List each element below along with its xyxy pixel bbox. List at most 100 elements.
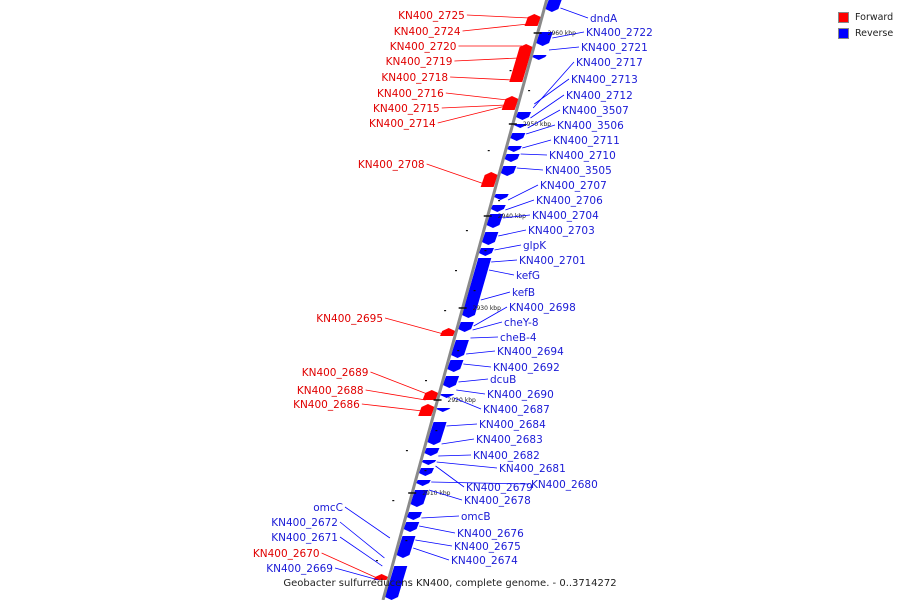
forward-gene-block xyxy=(422,390,439,400)
reverse-gene-block xyxy=(500,166,517,176)
forward-gene-leader xyxy=(321,552,378,579)
reverse-gene-leader xyxy=(438,454,472,457)
forward-gene-leader xyxy=(445,92,508,101)
reverse-gene-label: KN400_2701 xyxy=(519,255,586,267)
reverse-gene-label: KN400_2687 xyxy=(483,404,550,416)
reverse-gene-leader xyxy=(534,78,570,105)
genome-backbone xyxy=(381,0,549,600)
reverse-gene-label: KN400_2681 xyxy=(499,463,566,475)
legend: Forward Reverse xyxy=(838,9,893,41)
forward-gene-leader xyxy=(450,76,513,81)
reverse-gene-leader xyxy=(419,525,456,534)
small-feature-mark xyxy=(375,560,378,562)
reverse-gene-leader xyxy=(560,7,589,19)
reverse-gene-leader xyxy=(458,378,489,383)
reverse-gene-block xyxy=(458,322,474,332)
reverse-gene-block xyxy=(504,154,520,162)
small-feature-mark xyxy=(392,500,395,502)
forward-gene-label: KN400_2715 xyxy=(373,103,440,115)
forward-gene-block xyxy=(480,172,498,187)
reverse-gene-leader xyxy=(453,397,482,410)
scale-ticks: 2960 kbp 2950 kbp 2940 kbp 2930 kbp 2920 kbp… xyxy=(408,30,576,497)
reverse-gene-label: KN400_2694 xyxy=(497,346,564,358)
reverse-gene-leader xyxy=(441,438,475,445)
reverse-gene-left-leader xyxy=(334,567,379,581)
reverse-gene-block xyxy=(513,124,528,128)
reverse-gene-leader xyxy=(428,489,463,501)
reverse-gene-left-leader xyxy=(339,536,383,567)
reverse-gene-label: KN400_2680 xyxy=(531,479,598,491)
reverse-gene-left-leader xyxy=(339,521,385,559)
reverse-gene-label: KN400_2683 xyxy=(476,434,543,446)
gene-features xyxy=(373,0,562,600)
reverse-gene-label: cheB-4 xyxy=(500,332,537,344)
reverse-gene-label: cheY-8 xyxy=(504,317,539,329)
reverse-gene-label: KN400_2692 xyxy=(493,362,560,374)
reverse-gene-label: KN400_3505 xyxy=(545,165,612,177)
reverse-gene-label: kefB xyxy=(512,287,535,299)
forward-gene-label: KN400_2720 xyxy=(390,41,457,53)
reverse-gene-block xyxy=(436,408,451,412)
reverse-gene-block xyxy=(424,448,440,456)
reverse-swatch xyxy=(838,27,849,39)
forward-gene-label: KN400_2708 xyxy=(358,159,425,171)
legend-reverse-label: Reverse xyxy=(855,27,894,39)
reverse-gene-block xyxy=(478,248,495,256)
forward-gene-block xyxy=(418,404,435,416)
forward-gene-label: KN400_2714 xyxy=(369,118,436,130)
reverse-gene-block xyxy=(403,522,420,532)
forward-gene-label: KN400_2718 xyxy=(381,72,448,84)
reverse-gene-block xyxy=(427,422,447,445)
reverse-gene-block xyxy=(447,360,464,372)
reverse-gene-leader xyxy=(480,291,511,301)
small-feature-mark xyxy=(424,470,427,472)
forward-gene-label: KN400_2716 xyxy=(377,88,444,100)
forward-gene-leader xyxy=(361,403,423,412)
reverse-gene-block xyxy=(490,205,506,212)
reverse-gene-block xyxy=(396,536,416,558)
reverse-gene-leader xyxy=(463,363,492,368)
reverse-gene-label: KN400_2674 xyxy=(451,555,518,567)
label-leader-lines xyxy=(321,7,589,581)
small-feature-mark xyxy=(528,90,531,92)
legend-forward: Forward xyxy=(838,9,893,25)
forward-swatch xyxy=(838,11,849,23)
forward-gene-leader xyxy=(441,104,507,109)
forward-gene-leader xyxy=(426,163,485,185)
reverse-gene-label: KN400_2682 xyxy=(473,450,540,462)
reverse-gene-leader xyxy=(431,481,530,485)
scale-tick-label: 2960 kbp xyxy=(548,30,576,37)
reverse-gene-block xyxy=(510,133,526,141)
reverse-gene-leader xyxy=(435,465,465,488)
forward-gene-label: KN400_2719 xyxy=(386,56,453,68)
small-feature-mark xyxy=(509,70,512,72)
reverse-gene-leader xyxy=(488,269,515,276)
reverse-gene-block xyxy=(406,512,423,520)
reverse-gene-block xyxy=(416,480,431,486)
small-feature-mark xyxy=(465,230,468,232)
small-feature-mark xyxy=(455,270,458,272)
scale-tick-label: 2950 kbp xyxy=(523,121,551,128)
reverse-gene-block xyxy=(442,376,460,388)
reverse-gene-leader xyxy=(503,214,531,219)
reverse-gene-leader xyxy=(413,547,450,561)
reverse-gene-leader xyxy=(494,244,522,251)
reverse-gene-leader xyxy=(530,94,565,119)
reverse-gene-label: KN400_2690 xyxy=(487,389,554,401)
small-feature-mark xyxy=(473,290,476,292)
genome-caption: Geobacter sulfurreducens KN400, complete… xyxy=(283,578,617,589)
reverse-gene-leader xyxy=(498,229,527,237)
small-feature-mark xyxy=(444,310,447,312)
reverse-gene-label: KN400_2713 xyxy=(571,74,638,86)
reverse-gene-leader xyxy=(522,139,552,149)
reverse-gene-leader xyxy=(456,389,486,395)
reverse-gene-left-leader xyxy=(344,506,391,539)
reverse-gene-label: kefG xyxy=(516,270,540,282)
reverse-gene-left-label: KN400_2672 xyxy=(271,517,338,529)
reverse-gene-block xyxy=(536,32,553,46)
reverse-gene-block xyxy=(421,460,437,465)
reverse-gene-block xyxy=(481,232,499,245)
reverse-gene-label: dndA xyxy=(590,13,618,25)
reverse-gene-label: KN400_2707 xyxy=(540,180,607,192)
reverse-gene-leader xyxy=(446,423,478,427)
